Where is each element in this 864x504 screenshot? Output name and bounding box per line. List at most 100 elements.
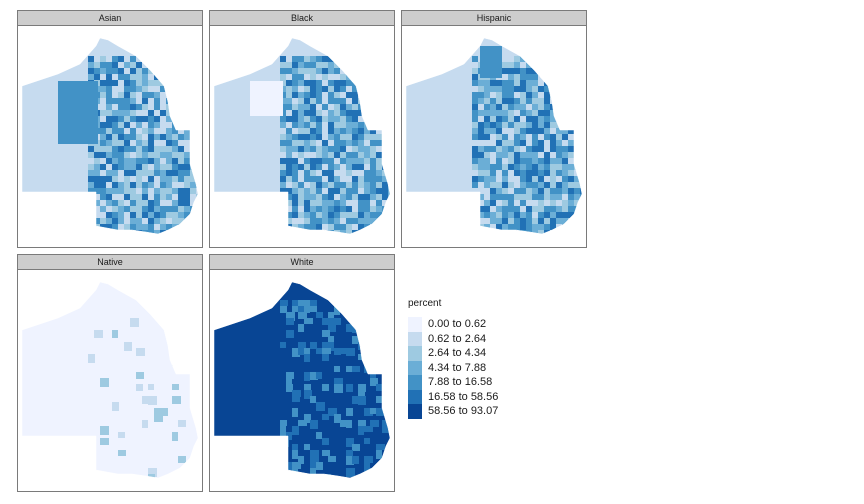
map-tract [370,306,379,312]
map-tract [538,92,544,100]
map-tract [334,164,340,170]
map-tract [100,176,107,184]
map-tract [478,110,486,116]
map-tract [580,110,582,119]
map-tract [472,92,478,98]
map-tract [178,224,187,230]
map-tract [484,224,492,230]
map-tract [178,152,184,161]
map-tract [100,56,106,65]
map-tract [112,134,120,140]
map-tract [136,182,143,188]
map-tract [304,140,313,146]
map-tract [166,194,173,200]
map-tract [130,158,138,164]
map-tract [388,230,390,234]
map-tract [130,98,139,107]
map-tract [370,134,376,140]
map-tract [490,176,499,184]
map-tract [532,104,538,110]
map-tract [502,230,509,234]
map-tract [178,206,185,215]
map-tract [280,306,287,313]
map-tract [316,128,322,135]
legend-label: 4.34 to 7.88 [428,361,487,374]
map-tract [130,218,138,227]
map-tract [286,140,295,147]
map-tract [496,230,502,234]
map-tract [100,182,109,190]
map-tract [304,218,313,226]
map-tract [118,158,124,166]
map-tract [388,128,390,135]
map-tract [526,218,535,226]
map-tract [184,74,190,81]
map-tract [376,230,384,234]
map-tract [184,140,193,149]
map-tract [322,170,329,178]
map-tract [382,218,390,224]
map-tract [478,230,484,234]
map-tract [496,116,503,123]
legend-swatch [408,346,422,361]
map-tract [346,450,353,456]
map-tract [286,134,294,142]
map-tract [574,98,582,107]
map-tract [112,230,121,234]
map-tract [298,176,306,182]
map-tract [94,146,100,155]
map-tract [184,176,191,185]
map-tract [526,182,534,191]
map-tract [124,218,131,227]
map-tract [178,218,184,227]
map-tract [148,176,156,182]
map-tract [196,134,198,143]
map-tract [364,134,373,143]
map-tract [538,158,546,164]
map-tract [250,81,283,116]
map-tract [520,68,528,76]
map-tract [358,390,365,396]
map-tract [316,122,324,128]
map-tract [502,182,509,189]
map-tract [316,134,324,142]
map-tract [346,420,352,428]
map-tract [574,182,580,188]
map-tract [376,206,382,212]
map-tract [310,80,316,89]
map-tract [280,206,288,215]
map-tract [142,56,151,63]
map-tract [94,104,103,110]
map-tract [376,164,382,173]
map-tract [112,74,121,82]
map-tract [292,74,300,81]
map-tract [322,182,328,191]
map-tract [490,134,498,140]
map-tract [130,212,136,221]
map-tract [304,74,310,82]
map-tract [514,104,523,110]
map-tract [550,194,558,202]
map-tract [514,152,521,160]
map-tract [526,134,533,142]
map-tract [310,86,319,92]
map-tract [526,164,535,171]
map-tract [148,74,155,83]
map-tract [172,432,178,441]
map-tract [340,230,348,234]
map-tract [172,230,181,234]
map-tract [136,224,142,230]
map-tract [106,212,113,220]
map-tract [388,152,390,158]
map-tract [364,206,373,215]
map-tract [514,140,522,148]
map-tract [304,212,313,221]
map-tract [388,224,390,230]
map-tract [154,408,162,414]
map-tract [298,80,304,88]
map-tract [496,92,504,101]
map-tract [94,200,101,207]
map-tract [124,152,133,160]
map-tract [280,218,286,226]
map-tract [490,122,496,128]
